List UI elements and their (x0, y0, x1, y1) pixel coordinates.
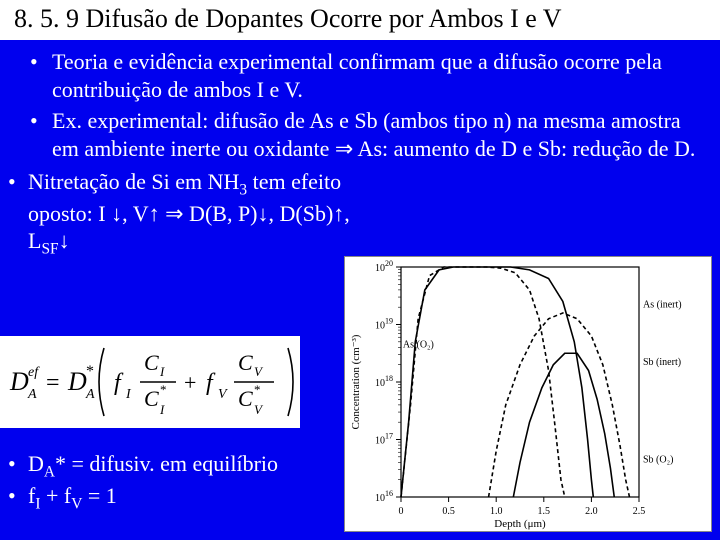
svg-text:C: C (238, 350, 253, 375)
svg-text:1.0: 1.0 (490, 506, 503, 517)
svg-text:*: * (160, 382, 167, 397)
svg-text:=: = (46, 370, 60, 396)
svg-text:C: C (238, 386, 253, 411)
diffusion-chart: 0 0.5 1.0 1.5 2.0 2.5 1016 1017 1018 1019 1020 Dept… (344, 256, 712, 532)
bullet-item: Teoria e evidência experimental confirma… (52, 48, 700, 103)
formula-box: D A ef = D A * f I C I C I * + f V C V (0, 336, 300, 428)
bottom-bullet-list: DA* = difusiv. em equilíbrio fI + fV = 1 (8, 450, 278, 515)
svg-text:1019: 1019 (375, 317, 393, 332)
svg-text:2.5: 2.5 (633, 506, 646, 517)
svg-text:Sb (O₂): Sb (O₂) (643, 455, 673, 466)
svg-text:C: C (144, 350, 159, 375)
svg-text:As (O₂): As (O₂) (403, 340, 434, 351)
svg-text:0: 0 (399, 506, 404, 517)
svg-text:V: V (254, 402, 264, 417)
svg-text:1016: 1016 (375, 489, 393, 504)
bullet-item: fI + fV = 1 (8, 482, 278, 514)
svg-text:f: f (206, 370, 216, 396)
svg-text:As (inert): As (inert) (643, 299, 682, 310)
bullet-item: Ex. experimental: difusão de As e Sb (am… (52, 107, 700, 162)
svg-text:Sb (inert): Sb (inert) (643, 357, 681, 368)
svg-text:D: D (9, 367, 29, 396)
svg-text:V: V (254, 364, 264, 379)
left-bullet-list: Nitretação de Si em NH3 tem efeito opost… (0, 166, 360, 259)
bullet-text: fI + fV = 1 (28, 483, 117, 508)
svg-text:1.5: 1.5 (538, 506, 551, 517)
svg-text:Concentration (cm⁻³): Concentration (cm⁻³) (350, 334, 362, 429)
slide-title: 8. 5. 9 Difusão de Dopantes Ocorre por A… (0, 0, 720, 40)
top-bullet-list: Teoria e evidência experimental confirma… (0, 40, 720, 162)
svg-text:ef: ef (28, 365, 40, 380)
svg-text:1017: 1017 (375, 432, 393, 447)
bullet-text: Nitretação de Si em NH3 tem efeito opost… (28, 169, 350, 253)
svg-text:*: * (86, 363, 94, 380)
svg-text:f: f (114, 370, 124, 396)
svg-text:I: I (159, 364, 165, 379)
svg-text:D: D (67, 367, 87, 396)
bullet-item: Nitretação de Si em NH3 tem efeito opost… (28, 168, 360, 259)
svg-text:A: A (27, 387, 37, 402)
svg-text:I: I (159, 402, 165, 417)
svg-text:*: * (254, 382, 261, 397)
svg-text:2.0: 2.0 (585, 506, 598, 517)
svg-text:I: I (125, 387, 132, 402)
svg-text:C: C (144, 386, 159, 411)
svg-text:+: + (184, 370, 196, 395)
svg-text:1020: 1020 (375, 259, 393, 274)
svg-text:Depth (μm): Depth (μm) (494, 518, 546, 530)
svg-text:0.5: 0.5 (442, 506, 455, 517)
svg-text:V: V (218, 387, 228, 402)
chart-svg: 0 0.5 1.0 1.5 2.0 2.5 1016 1017 1018 1019 1020 Dept… (345, 257, 713, 533)
svg-text:A: A (85, 387, 95, 402)
bullet-text: DA* = difusiv. em equilíbrio (28, 451, 278, 476)
formula-svg: D A ef = D A * f I C I C I * + f V C V (0, 336, 300, 428)
svg-text:1018: 1018 (375, 374, 393, 389)
bullet-item: DA* = difusiv. em equilíbrio (8, 450, 278, 482)
